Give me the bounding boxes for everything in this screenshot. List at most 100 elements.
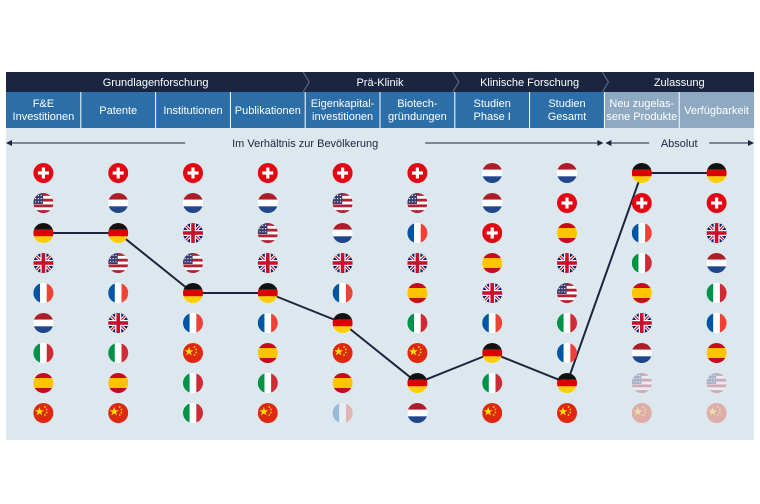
- flag-nl-icon: [33, 313, 54, 333]
- flag-fr-icon: [257, 313, 278, 333]
- column-header-cell: [6, 92, 81, 128]
- flag-fr-icon: [631, 223, 652, 243]
- flag-cn-icon: [482, 403, 503, 423]
- column-label: Phase I: [474, 111, 511, 123]
- flag-de-icon: [108, 223, 129, 243]
- flag-it-icon: [257, 373, 278, 393]
- column-label: Studien: [474, 98, 511, 110]
- column-header-cell: [80, 92, 156, 128]
- flag-gb-icon: [183, 223, 203, 243]
- flag-de-icon: [183, 283, 203, 303]
- phase-label: Grundlagenforschung: [103, 77, 209, 89]
- flag-ch-icon: [482, 223, 503, 243]
- flag-ch-icon: [257, 163, 278, 183]
- column-header-cell: [679, 92, 754, 128]
- flag-gb-icon: [482, 283, 503, 303]
- flag-it-icon: [407, 313, 428, 333]
- flag-cn-icon: [332, 343, 353, 363]
- column-label: investitionen: [312, 111, 373, 123]
- column-label: Gesamt: [548, 111, 587, 123]
- flag-us-icon: [332, 193, 353, 213]
- column-label: Institutionen: [163, 105, 222, 117]
- arrow-head: [748, 140, 754, 146]
- flag-nl-icon: [332, 223, 353, 243]
- flag-fr-icon: [332, 403, 353, 423]
- phase-bar: [6, 72, 754, 92]
- flag-ch-icon: [407, 163, 428, 183]
- germany-rank-line: [43, 172, 717, 384]
- flag-cn-icon: [557, 403, 577, 423]
- column-header-cell: [604, 92, 680, 128]
- flag-us-icon: [706, 373, 727, 393]
- phase-label: Klinische Forschung: [480, 77, 579, 89]
- flag-de-icon: [706, 163, 727, 183]
- flag-us-icon: [183, 253, 203, 273]
- column-header-cell: [529, 92, 605, 128]
- scale-annotations: Im Verhältnis zur Bevölkerung Absolut: [6, 138, 754, 150]
- flag-it-icon: [631, 253, 652, 273]
- column-label: Biotech-: [397, 98, 438, 110]
- flag-cn-icon: [407, 343, 428, 363]
- flag-it-icon: [557, 313, 577, 333]
- phase-chevron: [302, 71, 310, 93]
- column-label: gründungen: [388, 111, 447, 123]
- flag-it-icon: [33, 343, 54, 363]
- flag-es-icon: [706, 343, 727, 363]
- column-label: Patente: [99, 105, 137, 117]
- column-label: F&E: [33, 98, 54, 110]
- flag-ch-icon: [557, 193, 577, 213]
- flag-gb-icon: [257, 253, 278, 273]
- germany-line: [43, 172, 717, 384]
- flag-us-icon: [257, 223, 278, 243]
- flag-es-icon: [482, 253, 503, 273]
- flag-cn-icon: [706, 403, 727, 423]
- flag-it-icon: [482, 373, 503, 393]
- flag-ch-icon: [183, 163, 203, 183]
- flag-nl-icon: [631, 343, 652, 363]
- flag-es-icon: [33, 373, 54, 393]
- flag-nl-icon: [706, 253, 727, 273]
- arrow-head: [605, 140, 612, 146]
- phase-chevron: [601, 71, 610, 93]
- column-label: Neu zugelas-: [609, 98, 674, 110]
- flag-nl-icon: [257, 193, 278, 213]
- flag-fr-icon: [332, 283, 353, 303]
- flag-ch-icon: [332, 163, 353, 183]
- flag-es-icon: [257, 343, 278, 363]
- flag-gb-icon: [33, 253, 54, 273]
- phase-header: Grundlagenforschung Prä-Klinik Klinische F…: [6, 71, 754, 93]
- column-header-cell: [454, 92, 530, 128]
- chart-background: [6, 96, 754, 440]
- column-label: Publikationen: [235, 105, 301, 117]
- column-label: Studien: [548, 98, 585, 110]
- column-header-cell: [380, 92, 455, 128]
- flag-cn-icon: [108, 403, 129, 423]
- flag-gb-icon: [407, 253, 428, 273]
- column-header-cell: [230, 92, 306, 128]
- flag-us-icon: [557, 283, 577, 303]
- phase-label: Zulassung: [654, 77, 705, 89]
- flag-gb-icon: [108, 313, 129, 333]
- flag-us-icon: [33, 193, 54, 213]
- flag-us-icon: [631, 373, 652, 393]
- flag-cn-icon: [257, 403, 278, 423]
- column-label: Eigenkapital-: [311, 98, 375, 110]
- flag-ch-icon: [706, 193, 727, 213]
- flag-cn-icon: [33, 403, 54, 423]
- phase-label: Prä-Klinik: [356, 77, 404, 89]
- flag-nl-icon: [183, 193, 203, 213]
- arrow-head: [597, 140, 604, 146]
- flag-de-icon: [332, 313, 353, 333]
- flag-fr-icon: [482, 313, 503, 333]
- flag-es-icon: [407, 283, 428, 303]
- flag-de-icon: [631, 163, 652, 183]
- flag-fr-icon: [407, 223, 428, 243]
- flag-grid: [33, 163, 727, 423]
- flag-de-icon: [257, 283, 278, 303]
- flag-gb-icon: [332, 253, 353, 273]
- flag-es-icon: [631, 283, 652, 303]
- flag-fr-icon: [706, 313, 727, 333]
- flag-es-icon: [108, 373, 129, 393]
- flag-nl-icon: [407, 403, 428, 423]
